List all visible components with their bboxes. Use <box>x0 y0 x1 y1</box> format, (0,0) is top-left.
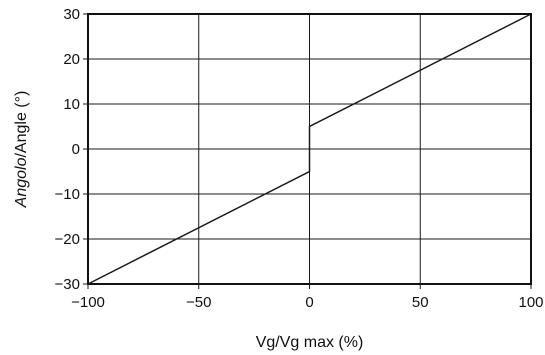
y-tick-label: 30 <box>63 6 80 23</box>
y-tick-label: 10 <box>63 96 80 113</box>
x-tick-label: −50 <box>186 294 211 311</box>
y-axis-title: Angolo/Angle (°) <box>13 91 30 209</box>
y-axis-title-italic: Angolo <box>13 157 30 208</box>
x-tick-label: −100 <box>71 294 105 311</box>
y-tick-labels: 30 20 10 0 −10 −20 −30 <box>55 6 80 293</box>
x-tick-label: 0 <box>305 294 313 311</box>
tick-marks <box>83 13 532 289</box>
y-tick-label: −30 <box>55 276 80 293</box>
y-tick-label: 20 <box>63 51 80 68</box>
y-tick-label: −10 <box>55 186 80 203</box>
x-tick-label: 50 <box>412 294 429 311</box>
x-tick-labels: −100 −50 0 50 100 <box>71 294 543 311</box>
x-axis-title: Vg/Vg max (%) <box>256 334 364 351</box>
angle-series-line <box>87 13 532 285</box>
x-tick-label: 100 <box>518 294 543 311</box>
y-axis-title-rest: /Angle (°) <box>13 91 30 158</box>
series-layer <box>87 13 532 285</box>
y-tick-label: −20 <box>55 231 80 248</box>
y-tick-label: 0 <box>72 141 80 158</box>
